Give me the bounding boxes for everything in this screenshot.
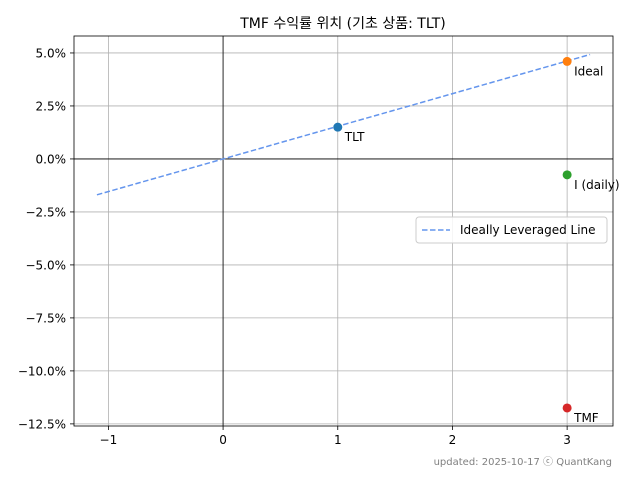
y-tick-label: −10.0% (18, 364, 66, 378)
x-tick-label: 1 (334, 433, 342, 447)
point-label: TLT (344, 130, 365, 144)
ideal-leverage-line (96, 53, 591, 196)
points: TLT Ideal I (daily) TMF (333, 56, 620, 425)
footer-credit: updated: 2025-10-17 ⓒ QuantKang (433, 457, 612, 468)
y-tick-label: 0.0% (36, 152, 67, 166)
x-tick-label: 0 (219, 433, 227, 447)
point-marker (562, 56, 572, 66)
x-tick-label: 2 (449, 433, 457, 447)
point-marker (562, 170, 572, 180)
y-tick-label: −5.0% (25, 258, 66, 272)
y-tick-label: −12.5% (18, 417, 66, 431)
axes-frame (73, 35, 614, 427)
y-ticks: 5.0% 2.5% 0.0% −2.5% −5.0% −7.5% −10.0% −12.5% (18, 46, 74, 431)
legend-box (415, 216, 608, 244)
legend-label: Ideally Leveraged Line (460, 223, 596, 237)
x-tick-label: −1 (100, 433, 118, 447)
zero-lines (74, 36, 613, 426)
y-tick-label: 2.5% (36, 99, 67, 113)
y-tick-label: −7.5% (25, 311, 66, 325)
legend: Ideally Leveraged Line (415, 216, 608, 244)
ideal-line-group (96, 53, 591, 196)
point-marker (562, 403, 572, 413)
x-ticks: −1 0 1 2 3 (100, 426, 571, 447)
y-tick-label: 5.0% (36, 46, 67, 60)
chart-title: TMF 수익률 위치 (기초 상품: TLT) (239, 16, 445, 32)
y-tick-label: −2.5% (25, 205, 66, 219)
point-marker (333, 122, 343, 132)
point-label: I (daily) (574, 178, 619, 192)
point-label: TMF (573, 411, 599, 425)
x-tick-label: 3 (563, 433, 571, 447)
point-label: Ideal (574, 64, 603, 78)
